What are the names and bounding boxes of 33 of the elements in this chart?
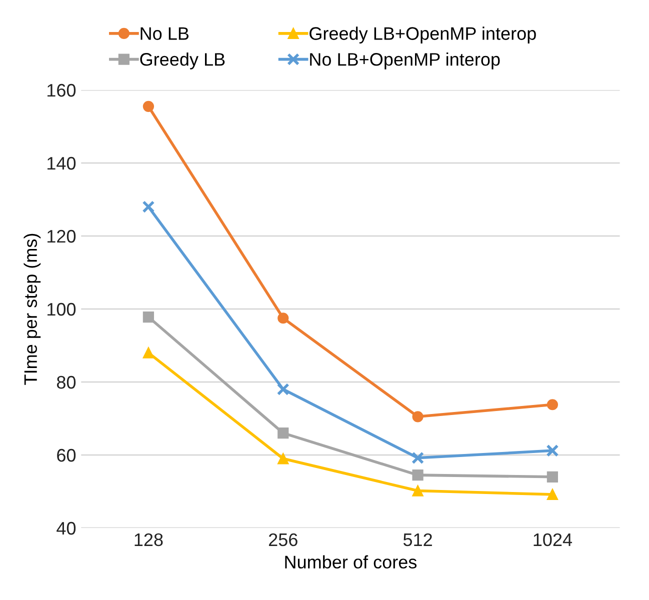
point xyxy=(412,485,424,496)
point xyxy=(278,312,289,324)
y-tick-label: 140 xyxy=(48,156,76,170)
point xyxy=(412,470,424,481)
y-tick-label: 60 xyxy=(57,448,76,462)
y-tick-label: 80 xyxy=(56,376,76,389)
x-tick-label: 256 xyxy=(268,533,298,546)
y-tick-label: 40 xyxy=(56,522,76,535)
y-tick-label: 160 xyxy=(48,84,76,97)
point xyxy=(276,383,290,396)
y-tick-label: 120 xyxy=(48,230,76,243)
x-tick-label: 128 xyxy=(134,533,163,546)
legend-label: No LB xyxy=(140,27,189,40)
point xyxy=(546,444,559,457)
point xyxy=(546,399,558,410)
point xyxy=(142,100,154,112)
point xyxy=(546,471,558,482)
legend-label: Greedy LB xyxy=(140,52,225,70)
point xyxy=(142,200,155,214)
y-axis-title: TIme per step (ms) xyxy=(24,234,41,385)
x-axis-title: Number of cores xyxy=(285,555,417,569)
point xyxy=(278,453,289,464)
point xyxy=(278,428,289,439)
point xyxy=(142,311,154,323)
legend-label: Greedy LB+OpenMP interop xyxy=(310,26,536,44)
x-tick-label: 512 xyxy=(403,533,432,546)
point xyxy=(412,452,424,464)
y-tick-label: 100 xyxy=(48,302,76,316)
x-tick-label: 1024 xyxy=(534,533,572,546)
legend-label: No LB+OpenMP interop xyxy=(310,52,500,70)
point xyxy=(142,347,154,358)
point xyxy=(412,411,424,422)
point xyxy=(546,488,558,500)
